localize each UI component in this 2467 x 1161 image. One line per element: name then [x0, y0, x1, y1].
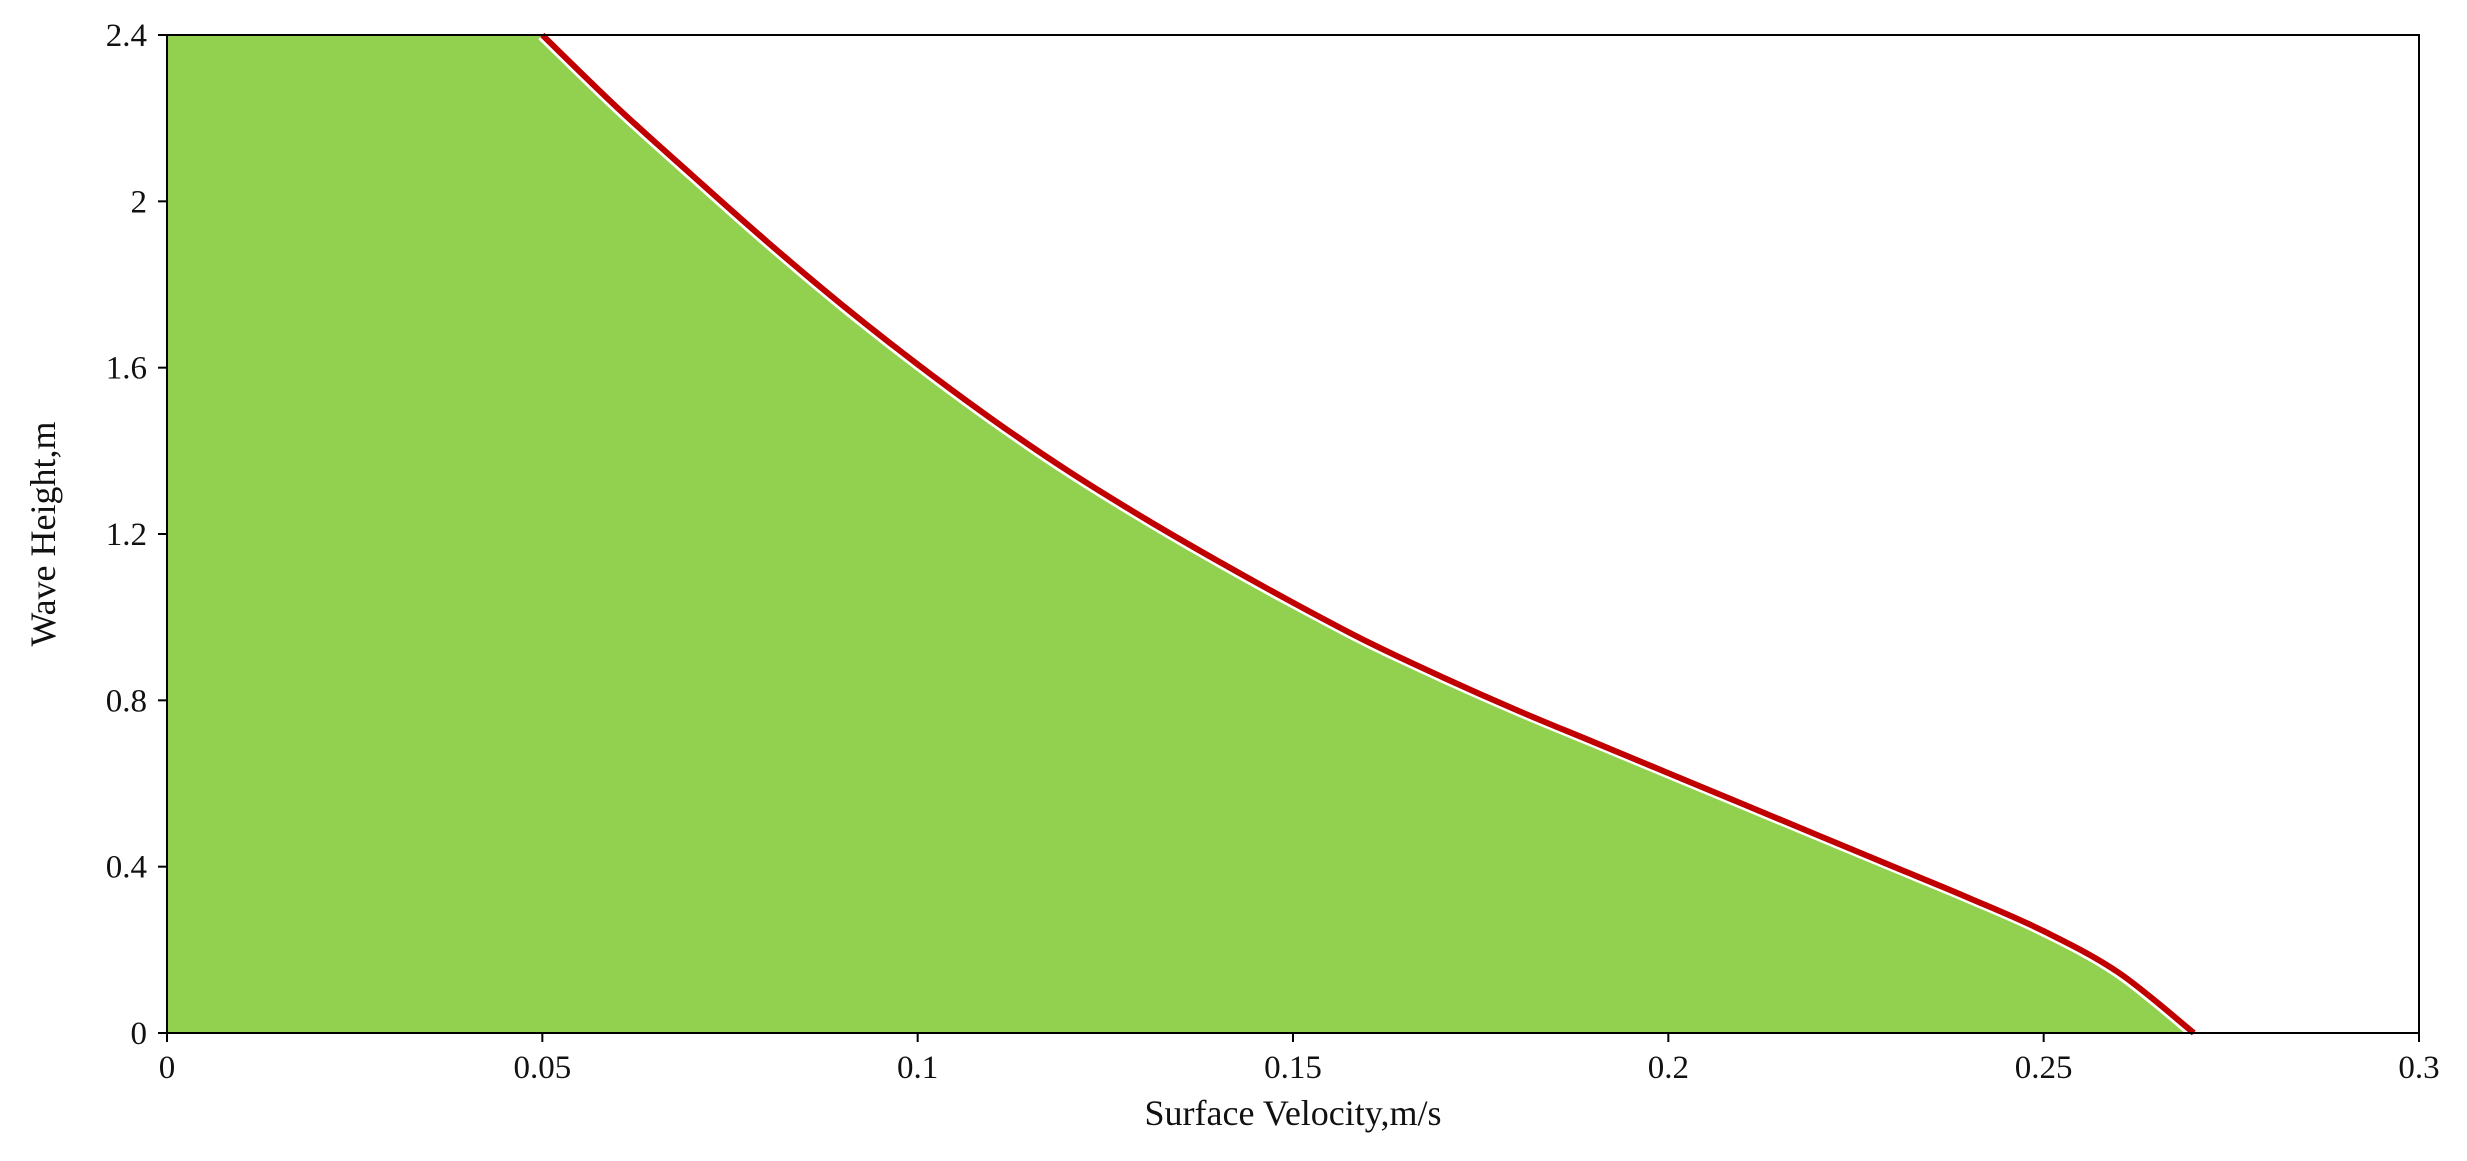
axes: 0 0.05 0.1 0.15 0.2 0.25 0.3 0 0.4 0.8 1.2 1.6 2 2.4 [106, 18, 2440, 1086]
x-tick-label: 0.3 [2398, 1050, 2439, 1086]
y-tick-label: 1.2 [106, 517, 147, 553]
series-line-0 [540, 32, 2196, 1036]
series-area-edge-0 [538, 36, 2192, 1038]
y-axis-title: Wave Height,m [23, 421, 63, 646]
x-tick-label: 0.25 [2015, 1050, 2073, 1086]
x-tick-label: 0.1 [897, 1050, 938, 1086]
y-tick-label: 0.8 [106, 683, 147, 719]
y-tick-label: 0.4 [106, 850, 147, 886]
x-axis-title: Surface Velocity,m/s [1145, 1093, 1442, 1133]
plot-area [167, 32, 2196, 1038]
y-tick-label: 1.6 [106, 351, 147, 387]
y-tick-label: 2.4 [106, 18, 147, 54]
series-area-fill-0 [167, 35, 2194, 1033]
x-tick-label: 0.15 [1264, 1050, 1322, 1086]
x-tick-label: 0.05 [513, 1050, 571, 1086]
x-tick-label: 0.2 [1648, 1050, 1689, 1086]
y-tick-label: 0 [131, 1016, 148, 1052]
x-tick-label: 0 [159, 1050, 176, 1086]
y-tick-label: 2 [131, 184, 148, 220]
